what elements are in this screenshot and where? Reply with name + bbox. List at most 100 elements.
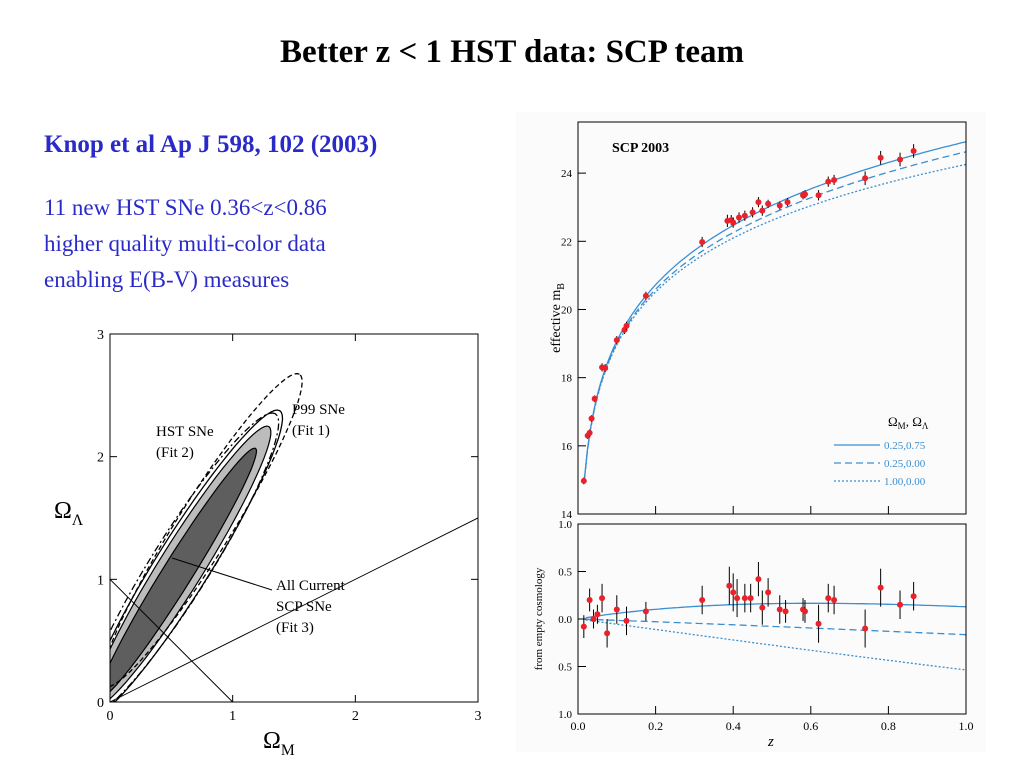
y-tick-label: 14 bbox=[561, 509, 573, 521]
contour-frame bbox=[109, 333, 479, 703]
data-point bbox=[910, 147, 917, 154]
y-tick-label: 0.0 bbox=[558, 614, 572, 626]
data-point bbox=[782, 608, 789, 615]
residual-plot-area bbox=[580, 562, 966, 671]
data-point bbox=[642, 292, 649, 299]
legend-entry: 0.25,0.00 bbox=[884, 458, 926, 470]
data-point bbox=[613, 337, 620, 344]
y-tick-label: 24 bbox=[561, 168, 573, 180]
x-tick-label: 0.4 bbox=[726, 719, 741, 733]
data-point bbox=[815, 192, 822, 199]
legend-entry: 1.00,0.00 bbox=[884, 476, 926, 488]
data-point bbox=[580, 477, 587, 484]
data-point bbox=[586, 597, 593, 603]
x-axis-label: z bbox=[767, 734, 774, 750]
data-point bbox=[599, 595, 606, 602]
data-point bbox=[586, 429, 593, 436]
hubble-panel-background bbox=[516, 112, 986, 752]
data-point bbox=[730, 219, 737, 226]
data-point bbox=[699, 238, 706, 245]
y-axis-label: effective mB bbox=[549, 283, 567, 353]
description-line: 11 new HST SNe 0.36<z<0.86 bbox=[44, 195, 327, 220]
data-point bbox=[734, 595, 741, 602]
y-axis-label: ΩΛ bbox=[54, 498, 84, 529]
hubble-diagram: 14 16 18 20 22 24 SCP 2003 effective mB ΩM, ΩΛ 0.… bbox=[516, 112, 986, 752]
data-point bbox=[897, 601, 904, 608]
data-point bbox=[862, 175, 869, 182]
data-point bbox=[877, 154, 884, 161]
x-tick-label: 0 bbox=[107, 709, 114, 724]
data-point bbox=[602, 365, 609, 372]
data-point bbox=[801, 608, 808, 615]
data-point bbox=[580, 623, 587, 630]
data-point bbox=[590, 616, 597, 622]
y-tick-label: 16 bbox=[561, 441, 573, 453]
data-point bbox=[765, 589, 772, 596]
data-point bbox=[749, 209, 756, 216]
data-point bbox=[613, 606, 620, 613]
reference-line-flat bbox=[110, 578, 234, 702]
data-point bbox=[784, 199, 791, 206]
data-point bbox=[741, 212, 748, 219]
contour-fit-2 bbox=[110, 412, 280, 702]
data-point bbox=[726, 582, 733, 589]
description: 11 new HST SNe 0.36<z<0.86 higher qualit… bbox=[44, 190, 327, 298]
data-point bbox=[825, 178, 832, 185]
data-point bbox=[765, 200, 772, 207]
x-tick-label: 0.8 bbox=[881, 719, 896, 733]
residual-curve-open bbox=[585, 618, 966, 636]
data-point bbox=[736, 214, 743, 221]
y-tick-label: 1.0 bbox=[558, 519, 572, 531]
x-tick-label: 1.0 bbox=[959, 719, 974, 733]
data-point bbox=[877, 584, 884, 591]
y-tick-label: 0.5 bbox=[558, 567, 572, 579]
y-tick-label: 18 bbox=[561, 373, 573, 385]
y-tick-label: 22 bbox=[561, 236, 572, 248]
data-point bbox=[594, 611, 601, 618]
contour-plot-area bbox=[110, 372, 478, 702]
x-tick-label: 0.0 bbox=[571, 719, 586, 733]
data-point bbox=[741, 595, 748, 602]
y-tick-label: 1 bbox=[97, 573, 104, 588]
y-axis-label: from empty cosmology bbox=[533, 567, 545, 670]
description-line: higher quality multi-color data bbox=[44, 231, 326, 256]
x-tick-label: 1 bbox=[229, 709, 236, 724]
contour-fit-3-68- bbox=[110, 447, 258, 693]
data-point bbox=[831, 597, 838, 603]
annotation-leader bbox=[171, 557, 273, 591]
data-point bbox=[747, 595, 754, 602]
x-tick-label: 0.2 bbox=[648, 719, 663, 733]
annotation-label: HST SNe (Fit 2) bbox=[156, 424, 214, 461]
data-point bbox=[755, 576, 762, 583]
reference-line-accel bbox=[110, 517, 478, 702]
annotation-label: All Current SCP SNe (Fit 3) bbox=[276, 578, 346, 636]
citation: Knop et al Ap J 598, 102 (2003) bbox=[44, 131, 378, 158]
annotation-label: P99 SNe (Fit 1) bbox=[292, 402, 345, 439]
data-point bbox=[862, 625, 869, 632]
data-point bbox=[759, 604, 766, 611]
data-point bbox=[910, 593, 917, 600]
data-point bbox=[801, 191, 808, 198]
data-point bbox=[623, 322, 630, 329]
omega-contour-chart: 0 1 2 3 0 1 2 3 ΩM ΩΛ P99 SNe (Fit 1) HST SNe (Fit 2)… bbox=[54, 328, 482, 759]
x-tick-label: 2 bbox=[352, 709, 359, 724]
data-point bbox=[759, 207, 766, 214]
y-tick-label: 2 bbox=[97, 451, 104, 466]
slide-title: Better z < 1 HST data: SCP team bbox=[280, 34, 744, 70]
magnitude-frame bbox=[577, 121, 967, 515]
description-line: enabling E(B-V) measures bbox=[44, 267, 290, 292]
chart-title: SCP 2003 bbox=[612, 141, 669, 156]
x-axis-label: ΩM bbox=[263, 728, 295, 759]
data-point bbox=[604, 630, 611, 637]
y-tick-label: 3 bbox=[97, 328, 104, 343]
data-point bbox=[642, 608, 649, 615]
contour-fit-1 bbox=[110, 372, 303, 688]
data-point bbox=[776, 606, 783, 613]
y-tick-label: 20 bbox=[561, 304, 573, 316]
legend: ΩM, ΩΛ 0.25,0.75 0.25,0.00 1.00,0.00 bbox=[834, 414, 929, 488]
data-point bbox=[755, 199, 762, 206]
model-curve-eds bbox=[583, 163, 966, 481]
data-point bbox=[831, 176, 838, 183]
data-point bbox=[897, 156, 904, 163]
x-tick-label: 3 bbox=[475, 709, 482, 724]
